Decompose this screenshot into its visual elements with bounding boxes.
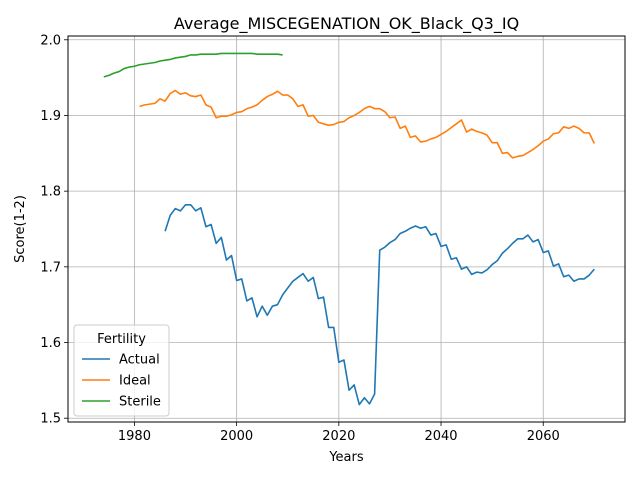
series-line-actual bbox=[164, 203, 595, 406]
axis-ticks: 1980 2000 2020 2040 2060 1.5 1.6 1.7 1.8 1.9 2.0 bbox=[40, 33, 559, 444]
y-tick-label: 1.8 bbox=[40, 185, 61, 200]
y-tick-label: 1.7 bbox=[40, 260, 61, 275]
y-tick-label: 1.9 bbox=[40, 109, 61, 124]
legend: Fertility Actual Ideal Sterile bbox=[73, 324, 170, 417]
legend-box bbox=[73, 324, 170, 417]
legend-label-ideal: Ideal bbox=[119, 374, 151, 389]
legend-title: Fertility bbox=[97, 332, 146, 347]
axes-frame bbox=[67, 35, 626, 423]
series-line-sterile bbox=[103, 52, 283, 78]
legend-label-sterile: Sterile bbox=[119, 395, 161, 410]
y-axis-label: Score(1-2) bbox=[13, 195, 28, 263]
y-tick-label: 2.0 bbox=[40, 33, 61, 48]
series-line-ideal bbox=[139, 89, 596, 159]
legend-entries: Actual Ideal Sterile bbox=[82, 353, 161, 410]
y-tick-label: 1.5 bbox=[40, 412, 61, 427]
x-tick-label: 2060 bbox=[527, 429, 560, 444]
y-tick-label: 1.6 bbox=[40, 336, 61, 351]
x-axis-label: Years bbox=[328, 450, 364, 465]
x-tick-label: 2020 bbox=[322, 429, 355, 444]
x-tick-label: 2000 bbox=[220, 429, 253, 444]
chart-title: Average_MISCEGENATION_OK_Black_Q3_IQ bbox=[174, 14, 519, 34]
x-tick-label: 2040 bbox=[424, 429, 457, 444]
legend-label-actual: Actual bbox=[119, 353, 160, 368]
x-tick-label: 1980 bbox=[118, 429, 151, 444]
series-lines bbox=[103, 52, 596, 406]
